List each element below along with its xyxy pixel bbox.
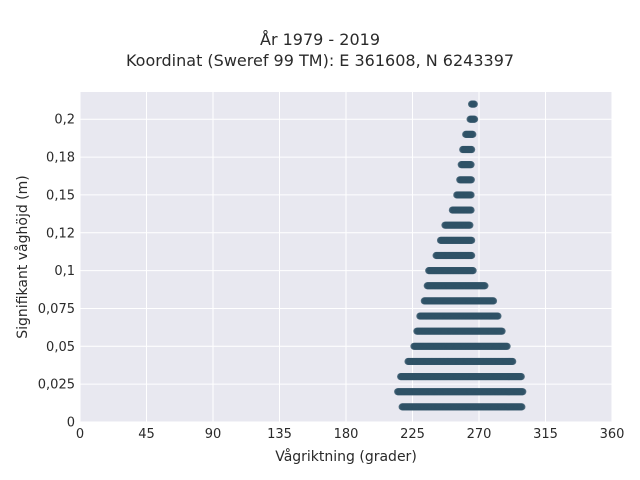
data-point [494, 312, 502, 320]
data-point [470, 115, 479, 123]
data-point [469, 130, 477, 138]
data-point [468, 145, 476, 154]
data-point [466, 221, 474, 229]
x-tick-label: 0 [76, 427, 84, 442]
data-point [519, 388, 527, 396]
y-tick-label: 0,025 [38, 378, 75, 393]
data-point [469, 267, 477, 275]
y-tick-label: 0,1 [54, 264, 75, 279]
data-point [509, 357, 517, 366]
data-points [394, 100, 527, 411]
data-point [489, 297, 498, 305]
x-tick-label: 315 [533, 427, 558, 442]
x-axis-ticks: 0 45 90 135 180 225 270 315 360 [76, 427, 625, 442]
data-point [503, 342, 511, 350]
y-axis-label: Signifikant våghöjd (m) [14, 175, 31, 338]
data-point [467, 206, 475, 214]
y-axis-ticks: 0 0,025 0,05 0,075 0,1 0,12 0,15 0,18 0,2 [38, 113, 75, 431]
x-tick-label: 180 [334, 427, 359, 442]
data-point [470, 100, 478, 108]
x-tick-label: 360 [600, 427, 625, 442]
data-point [468, 236, 476, 244]
y-tick-label: 0 [67, 416, 75, 431]
y-tick-label: 0,2 [54, 113, 75, 128]
data-point [481, 282, 489, 290]
x-tick-label: 45 [138, 427, 155, 442]
data-point [467, 176, 475, 184]
y-tick-label: 0,12 [46, 226, 75, 241]
x-tick-label: 135 [267, 427, 292, 442]
x-tick-label: 90 [205, 427, 222, 442]
data-point [467, 191, 475, 199]
chart-title-line-1: År 1979 - 2019 [260, 30, 380, 49]
chart-title-line-2: Koordinat (Sweref 99 TM): E 361608, N 62… [125, 51, 515, 70]
data-point [467, 161, 475, 169]
x-axis-label: Vågriktning (grader) [275, 448, 417, 465]
data-point [468, 251, 476, 260]
y-tick-label: 0,18 [46, 151, 75, 166]
grid-lines [79, 92, 613, 423]
x-tick-label: 225 [400, 427, 425, 442]
y-tick-label: 0,05 [46, 340, 75, 355]
data-point [518, 403, 526, 411]
y-tick-label: 0,075 [38, 302, 75, 317]
data-point [498, 327, 506, 335]
y-tick-label: 0,15 [46, 188, 75, 203]
x-tick-label: 270 [467, 427, 492, 442]
data-point [517, 372, 525, 381]
